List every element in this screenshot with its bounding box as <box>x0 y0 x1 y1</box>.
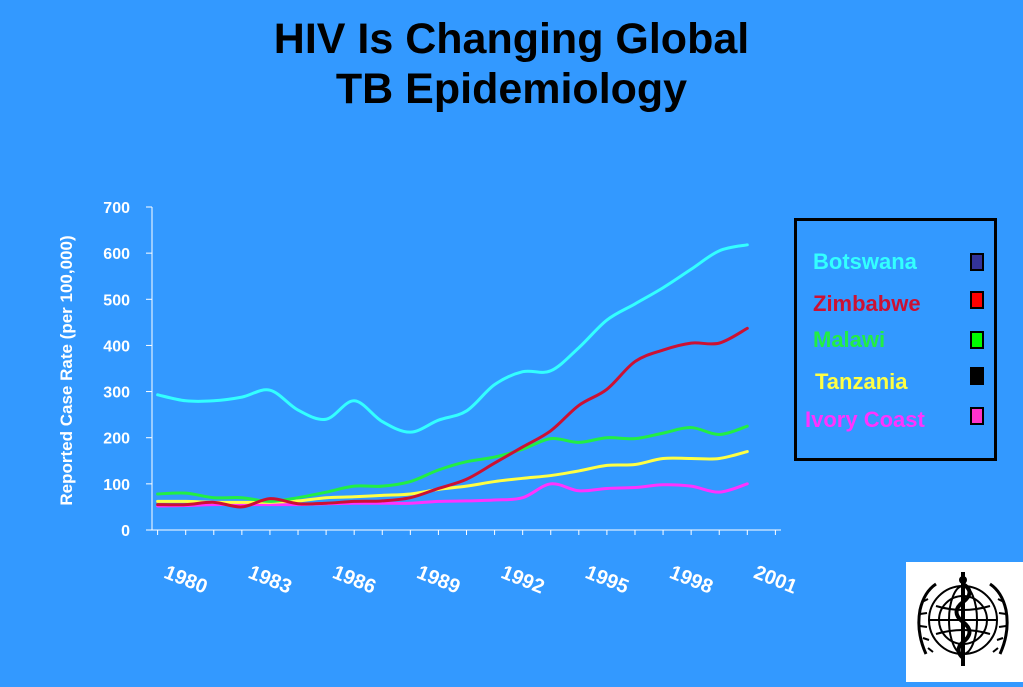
x-tick-label: 1998 <box>666 561 716 598</box>
legend-swatch-tanzania <box>970 367 984 385</box>
y-tick-label: 200 <box>103 431 130 448</box>
who-logo <box>906 562 1023 682</box>
x-tick-label: 1983 <box>245 561 295 598</box>
x-tick-label: 1989 <box>414 561 464 598</box>
series-line-tanzania <box>156 450 749 504</box>
title-line-2: TB Epidemiology <box>335 65 688 113</box>
legend-swatch-malawi <box>970 331 984 349</box>
series-line-botswana <box>156 243 749 434</box>
chart-legend: Botswana Zimbabwe Malawi Tanzania Ivory … <box>794 218 997 461</box>
legend-swatch-zimbabwe <box>970 291 984 309</box>
y-tick-label: 100 <box>103 477 130 494</box>
x-tick-label: 1980 <box>161 561 211 598</box>
x-tick-label: 1995 <box>582 561 632 598</box>
legend-swatch-ivory-coast <box>970 407 984 425</box>
y-tick-label: 400 <box>103 338 130 355</box>
series-line-malawi <box>156 424 749 503</box>
y-tick-label: 600 <box>103 246 130 263</box>
legend-label-tanzania: Tanzania <box>815 369 908 394</box>
legend-label-ivory-coast: Ivory Coast <box>805 407 925 432</box>
y-tick-label: 700 <box>103 200 130 217</box>
x-tick-label: 1992 <box>498 561 548 598</box>
y-tick-label: 300 <box>103 385 130 402</box>
title-line-1: HIV Is Changing Global <box>273 15 750 63</box>
series-line-ivory-coast <box>156 482 749 508</box>
series-line-zimbabwe <box>156 326 749 509</box>
x-tick-label: 1986 <box>329 561 379 598</box>
legend-label-zimbabwe: Zimbabwe <box>813 291 921 316</box>
page-title: HIV Is Changing Global TB Epidemiology <box>0 14 1023 114</box>
legend-label-botswana: Botswana <box>813 249 917 274</box>
who-emblem-icon <box>917 572 1009 666</box>
x-tick-label: 2001 <box>751 561 801 598</box>
y-tick-label: 500 <box>103 292 130 309</box>
legend-swatch-botswana <box>970 253 984 271</box>
y-tick-label: 0 <box>121 523 130 540</box>
legend-label-malawi: Malawi <box>813 327 886 352</box>
y-axis-title: Reported Case Rate (per 100,000) <box>57 235 76 505</box>
